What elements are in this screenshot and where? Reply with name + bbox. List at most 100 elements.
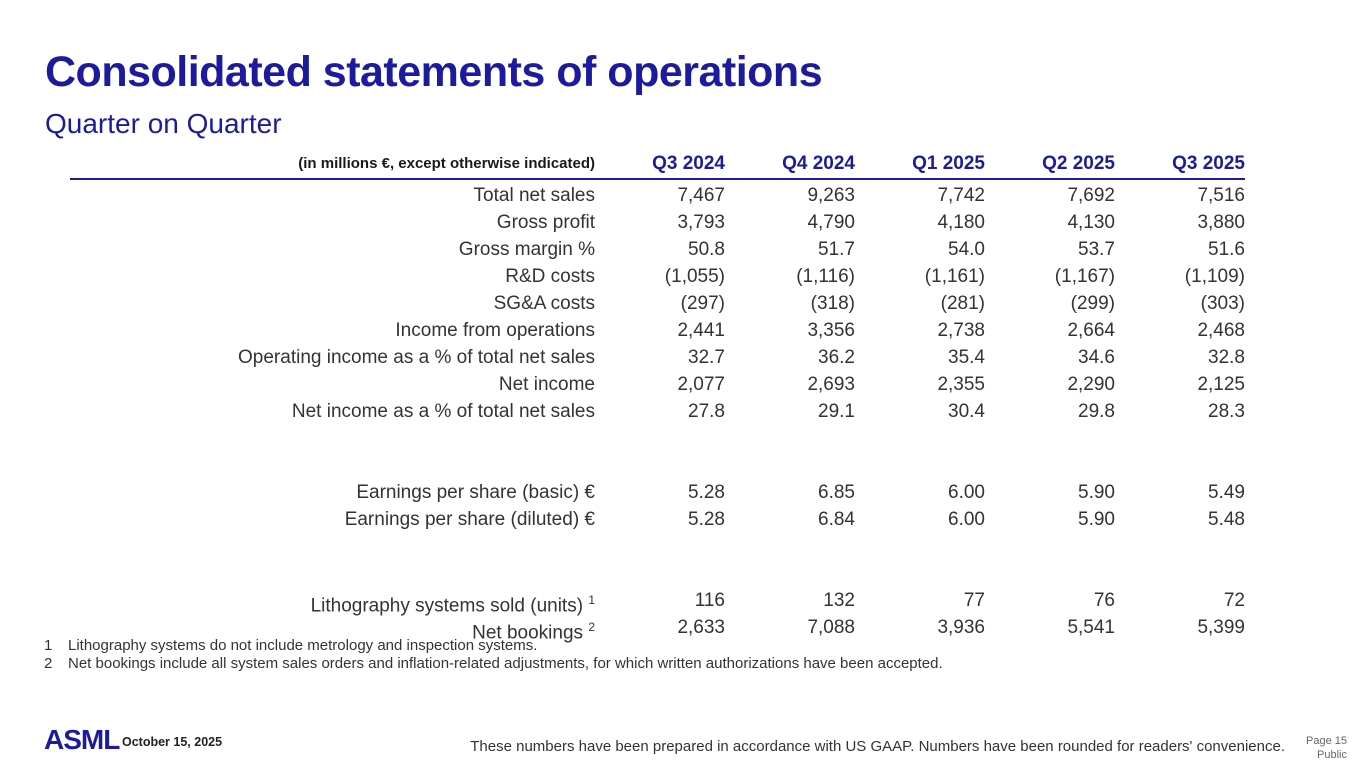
value-cell: 2,441 — [677, 320, 725, 341]
value-cell: 32.7 — [688, 347, 725, 368]
value-cell: 2,077 — [677, 374, 725, 395]
value-cell: 30.4 — [948, 401, 985, 422]
value-cell: 51.6 — [1208, 239, 1245, 260]
table-row: SG&A costs (297) (318) (281) (299) (303) — [70, 290, 1245, 317]
table-row: Earnings per share (diluted) € 5.28 6.84 6… — [70, 506, 1245, 533]
value-cell: 7,692 — [1067, 185, 1115, 206]
value-cell: 51.7 — [818, 239, 855, 260]
value-cell: 72 — [1223, 590, 1245, 611]
table-row: Net income as a % of total net sales 27.… — [70, 398, 1245, 425]
value-cell: 2,693 — [807, 374, 855, 395]
value-cell: (1,055) — [664, 266, 725, 287]
value-cell: 3,880 — [1197, 212, 1245, 233]
footnote-text: Net bookings include all system sales or… — [68, 654, 943, 672]
value-cell: (1,167) — [1054, 266, 1115, 287]
value-cell: 3,936 — [937, 617, 985, 638]
value-cell: 6.84 — [818, 509, 855, 530]
column-header: Q4 2024 — [782, 153, 855, 174]
table-row: R&D costs (1,055) (1,116) (1,161) (1,167) (1… — [70, 263, 1245, 290]
value-cell: 2,738 — [937, 320, 985, 341]
value-cell: 50.8 — [688, 239, 725, 260]
value-cell: 5.90 — [1078, 509, 1115, 530]
value-cell: 7,742 — [937, 185, 985, 206]
footnote: 2 Net bookings include all system sales … — [44, 655, 943, 673]
value-cell: 54.0 — [948, 239, 985, 260]
classification-label: Public — [1317, 748, 1347, 761]
value-cell: 2,290 — [1067, 374, 1115, 395]
row-label: Income from operations — [395, 320, 595, 341]
value-cell: 29.8 — [1078, 401, 1115, 422]
value-cell: 2,125 — [1197, 374, 1245, 395]
footer-disclaimer: These numbers have been prepared in acco… — [470, 738, 1285, 755]
value-cell: 116 — [694, 590, 725, 611]
column-header: Q3 2024 — [652, 153, 725, 174]
value-cell: 3,793 — [677, 212, 725, 233]
value-cell: 9,263 — [807, 185, 855, 206]
financial-table: (in millions €, except otherwise indicat… — [70, 153, 1245, 644]
asml-logo: ASML — [44, 724, 120, 755]
value-cell: 6.85 — [818, 482, 855, 503]
footnotes-section: 1 Lithography systems do not include met… — [44, 637, 943, 672]
value-cell: 3,356 — [807, 320, 855, 341]
row-label: Net income as a % of total net sales — [291, 401, 595, 422]
table-row: Total net sales 7,467 9,263 7,742 7,692 7,51… — [70, 182, 1245, 209]
page-info: Page 15 Public — [1306, 735, 1347, 762]
page-subtitle: Quarter on Quarter — [45, 108, 282, 139]
table-row: Gross margin % 50.8 51.7 54.0 53.7 51.6 — [70, 236, 1245, 263]
row-label: Gross profit — [496, 212, 595, 233]
value-cell: 77 — [963, 590, 985, 611]
row-label: Lithography systems sold (units) 1 — [310, 593, 595, 617]
unit-note: (in millions €, except otherwise indicat… — [298, 155, 595, 172]
value-cell: (281) — [940, 293, 985, 314]
value-cell: 29.1 — [818, 401, 855, 422]
table-row: Lithography systems sold (units) 1 116 13… — [70, 587, 1245, 617]
footnote: 1 Lithography systems do not include met… — [44, 637, 943, 655]
value-cell: 35.4 — [948, 347, 985, 368]
value-cell: 7,516 — [1197, 185, 1245, 206]
table-body: Total net sales 7,467 9,263 7,742 7,692 7,51… — [70, 180, 1245, 644]
value-cell: 28.3 — [1208, 401, 1245, 422]
value-cell: 5.90 — [1078, 482, 1115, 503]
row-label: Earnings per share (diluted) € — [344, 509, 595, 530]
row-label: R&D costs — [505, 266, 595, 287]
value-cell: (299) — [1070, 293, 1115, 314]
value-cell: (318) — [810, 293, 855, 314]
value-cell: 5.28 — [688, 509, 725, 530]
value-cell: 2,468 — [1197, 320, 1245, 341]
row-label: Net bookings 2 — [472, 620, 595, 644]
column-header: Q1 2025 — [912, 153, 985, 174]
value-cell: 32.8 — [1208, 347, 1245, 368]
value-cell: 53.7 — [1078, 239, 1115, 260]
value-cell: 76 — [1093, 590, 1115, 611]
value-cell: 2,633 — [677, 617, 725, 638]
value-cell: 5,541 — [1067, 617, 1115, 638]
value-cell: (1,109) — [1184, 266, 1245, 287]
row-label: Net income — [498, 374, 595, 395]
value-cell: 2,355 — [937, 374, 985, 395]
page-title: Consolidated statements of operations — [45, 48, 823, 96]
footnote-marker: 2 — [44, 654, 53, 672]
value-cell: (1,161) — [924, 266, 985, 287]
value-cell: 4,180 — [937, 212, 985, 233]
column-header: Q3 2025 — [1172, 153, 1245, 174]
column-header: Q2 2025 — [1042, 153, 1115, 174]
row-label: SG&A costs — [493, 293, 595, 314]
row-label: Total net sales — [473, 185, 595, 206]
value-cell: 132 — [823, 590, 855, 611]
table-row: Net income 2,077 2,693 2,355 2,290 2,125 — [70, 371, 1245, 398]
row-label: Earnings per share (basic) € — [356, 482, 595, 503]
group-gap — [70, 425, 1245, 479]
value-cell: 7,088 — [807, 617, 855, 638]
table-row: Net bookings 2 2,633 7,088 3,936 5,541 5,399 — [70, 614, 1245, 644]
value-cell: 2,664 — [1067, 320, 1115, 341]
table-row: Gross profit 3,793 4,790 4,180 4,130 3,880 — [70, 209, 1245, 236]
row-label: Operating income as a % of total net sal… — [238, 347, 595, 368]
row-label: Gross margin % — [458, 239, 595, 260]
value-cell: 4,790 — [807, 212, 855, 233]
footnote-text: Lithography systems do not include metro… — [68, 637, 538, 654]
value-cell: (1,116) — [796, 266, 855, 287]
value-cell: 6.00 — [948, 509, 985, 530]
table-row: Earnings per share (basic) € 5.28 6.85 6.0… — [70, 479, 1245, 506]
value-cell: 4,130 — [1067, 212, 1115, 233]
value-cell: 5.48 — [1208, 509, 1245, 530]
